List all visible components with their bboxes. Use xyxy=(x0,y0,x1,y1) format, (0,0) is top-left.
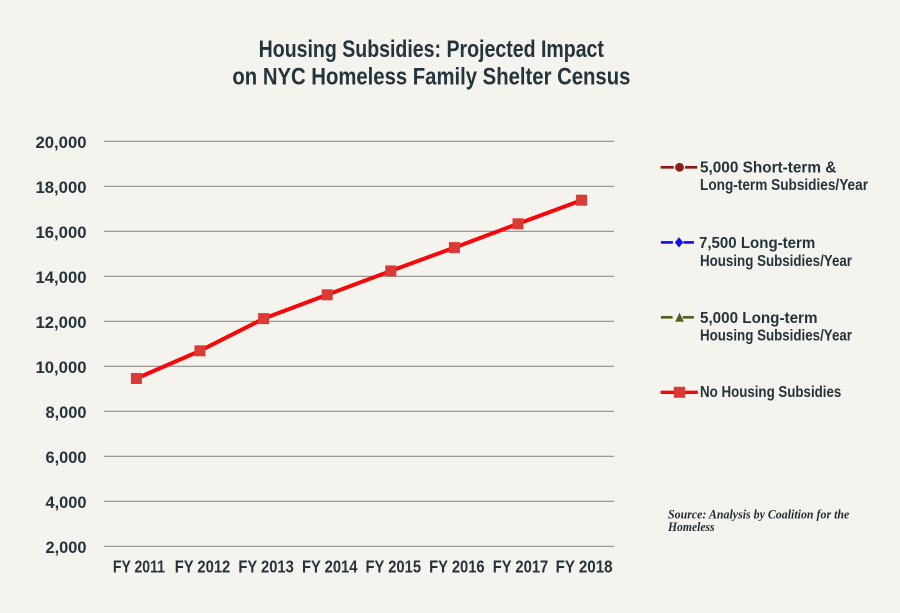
svg-text:Housing Subsidies/Year: Housing Subsidies/Year xyxy=(700,253,852,270)
svg-text:FY 2014: FY 2014 xyxy=(302,557,358,577)
svg-text:FY 2018: FY 2018 xyxy=(556,557,613,577)
svg-text:on NYC Homeless Family Shelter: on NYC Homeless Family Shelter Census xyxy=(232,64,630,91)
svg-text:7,500 Long-term: 7,500 Long-term xyxy=(699,235,815,252)
svg-text:FY 2013: FY 2013 xyxy=(238,557,294,577)
svg-text:5,000 Short-term &: 5,000 Short-term & xyxy=(700,160,837,177)
svg-text:Source: Analysis by Coalition: Source: Analysis by Coalition for the xyxy=(668,507,850,521)
svg-text:16,000: 16,000 xyxy=(36,223,87,242)
svg-text:8,000: 8,000 xyxy=(46,403,87,422)
svg-text:Homeless: Homeless xyxy=(667,520,715,534)
svg-text:2,000: 2,000 xyxy=(46,538,87,557)
svg-text:FY 2011: FY 2011 xyxy=(113,557,165,577)
svg-text:6,000: 6,000 xyxy=(46,448,87,467)
svg-text:FY 2015: FY 2015 xyxy=(366,557,422,577)
svg-text:FY 2012: FY 2012 xyxy=(175,557,231,577)
svg-text:20,000: 20,000 xyxy=(36,133,87,152)
svg-text:4,000: 4,000 xyxy=(46,493,87,512)
svg-text:10,000: 10,000 xyxy=(36,358,87,377)
svg-text:FY 2017: FY 2017 xyxy=(493,557,549,577)
svg-text:Housing Subsidies/Year: Housing Subsidies/Year xyxy=(700,328,852,345)
svg-text:14,000: 14,000 xyxy=(36,268,87,287)
svg-text:FY 2016: FY 2016 xyxy=(429,557,485,577)
svg-text:Long-term Subsidies/Year: Long-term Subsidies/Year xyxy=(700,177,868,194)
svg-text:No Housing Subsidies: No Housing Subsidies xyxy=(700,384,841,401)
svg-text:Housing Subsidies: Projected I: Housing Subsidies: Projected Impact xyxy=(259,36,604,63)
svg-text:12,000: 12,000 xyxy=(36,313,87,332)
svg-text:18,000: 18,000 xyxy=(36,178,87,197)
svg-text:5,000 Long-term: 5,000 Long-term xyxy=(700,310,818,327)
